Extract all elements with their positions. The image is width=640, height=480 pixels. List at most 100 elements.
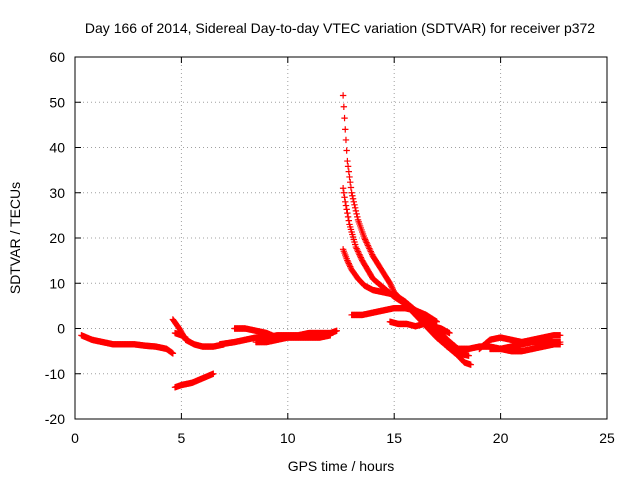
data-point xyxy=(345,260,353,267)
x-tick-label: 15 xyxy=(386,430,402,446)
data-point xyxy=(356,252,364,260)
data-point xyxy=(333,327,340,334)
x-axis-label: GPS time / hours xyxy=(288,458,395,474)
data-point xyxy=(342,198,349,205)
data-point xyxy=(347,184,355,191)
data-point xyxy=(343,206,350,213)
y-tick-label: 10 xyxy=(49,275,65,291)
series-track-b xyxy=(169,316,228,350)
data-point xyxy=(362,237,370,245)
data-point xyxy=(349,192,356,199)
data-point xyxy=(352,207,360,215)
data-point xyxy=(556,338,564,346)
chart-title: Day 166 of 2014, Sidereal Day-to-day VTE… xyxy=(85,20,595,36)
series-track-d xyxy=(171,370,217,391)
data-point xyxy=(347,263,354,270)
y-tick-label: 50 xyxy=(49,94,65,110)
y-tick-label: 0 xyxy=(57,321,65,337)
data-point xyxy=(446,329,453,337)
x-tick-label: 0 xyxy=(71,430,79,446)
data-point xyxy=(346,261,353,269)
series-track-h xyxy=(339,92,472,359)
data-point xyxy=(361,234,368,242)
series-track-l xyxy=(386,318,453,337)
y-tick-label: 40 xyxy=(49,140,65,156)
data-point xyxy=(354,213,361,221)
data-point xyxy=(354,246,361,254)
data-point xyxy=(344,157,351,165)
data-point xyxy=(363,239,370,246)
data-point xyxy=(355,249,362,257)
data-point xyxy=(344,258,352,266)
data-point xyxy=(351,204,359,212)
data-point xyxy=(357,254,365,261)
y-tick-label: 30 xyxy=(49,185,65,201)
data-point xyxy=(342,126,349,133)
data-point xyxy=(364,240,371,248)
data-point xyxy=(368,249,375,257)
data-point xyxy=(350,198,357,205)
data-point xyxy=(366,246,374,254)
y-tick-label: 20 xyxy=(49,230,65,246)
x-tick-label: 10 xyxy=(280,430,296,446)
data-point xyxy=(388,284,396,291)
data-point xyxy=(433,318,440,325)
data-point xyxy=(340,103,348,110)
data-point xyxy=(467,361,475,368)
data-point xyxy=(342,136,350,144)
data-point xyxy=(346,173,353,181)
data-point xyxy=(465,352,472,359)
data-point xyxy=(343,147,350,154)
data-point xyxy=(347,178,354,186)
data-point xyxy=(339,92,347,99)
data-point xyxy=(386,280,394,287)
series-track-c xyxy=(171,329,191,344)
data-point xyxy=(345,217,353,224)
series-track-g xyxy=(252,332,334,346)
x-tick-label: 5 xyxy=(178,430,186,446)
data-point xyxy=(349,195,357,202)
data-point xyxy=(341,114,348,122)
data-point xyxy=(344,257,351,264)
y-tick-label: -20 xyxy=(45,411,65,427)
y-axis-label: SDTVAR / TECUs xyxy=(7,182,23,294)
data-point xyxy=(367,248,374,255)
series-track-k xyxy=(348,304,440,325)
data-point xyxy=(556,332,564,339)
series-track-a xyxy=(78,332,177,357)
data-point xyxy=(342,202,350,209)
data-point xyxy=(354,248,362,255)
data-point xyxy=(356,251,363,258)
series-track-o xyxy=(486,338,564,353)
data-point xyxy=(353,245,360,252)
data-point xyxy=(351,201,358,209)
data-point xyxy=(210,370,217,377)
data-points xyxy=(78,92,564,391)
y-tick-label: -10 xyxy=(45,366,65,382)
data-point xyxy=(361,236,369,243)
y-tick-label: 60 xyxy=(49,49,65,65)
data-point xyxy=(353,210,360,218)
data-point xyxy=(348,189,355,196)
data-point xyxy=(388,283,395,290)
data-point xyxy=(387,281,394,288)
data-point xyxy=(344,213,352,221)
data-point xyxy=(364,242,372,249)
data-point xyxy=(339,185,347,192)
data-point xyxy=(365,243,372,251)
data-point xyxy=(345,168,353,175)
axis-ticks: 0 5 10 15 20 25 -20 -10 0 10 20 30 40 50 60 xyxy=(45,49,615,446)
data-point xyxy=(184,336,191,344)
x-tick-label: 20 xyxy=(493,430,509,446)
grid-lines xyxy=(75,57,607,419)
data-point xyxy=(344,209,351,217)
data-point xyxy=(327,332,334,339)
data-point xyxy=(340,189,348,196)
data-point xyxy=(341,194,348,201)
data-point xyxy=(344,163,352,170)
data-point xyxy=(366,245,373,252)
data-point xyxy=(352,243,360,251)
x-tick-label: 25 xyxy=(599,430,615,446)
data-point xyxy=(169,350,177,357)
